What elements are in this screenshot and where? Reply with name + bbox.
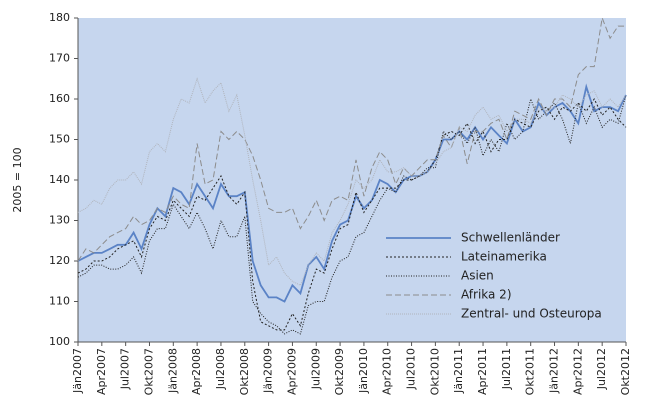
y-tick-label: 120 xyxy=(49,254,70,267)
x-tick-label: Jän2007 xyxy=(71,348,84,394)
y-tick-label: 130 xyxy=(49,214,70,227)
x-tick-label: Jän2009 xyxy=(262,348,275,394)
x-tick-label: Jul2008 xyxy=(214,348,227,390)
y-tick-label: 180 xyxy=(49,11,70,24)
x-tick-label: Jul2011 xyxy=(500,348,513,390)
x-tick-label: Apr2012 xyxy=(571,348,584,395)
x-tick-label: Apr2007 xyxy=(95,348,108,395)
legend-label: Zentral- und Osteuropa xyxy=(461,307,602,321)
y-tick-label: 100 xyxy=(49,335,70,348)
x-tick-label: Apr2008 xyxy=(190,348,203,395)
x-tick-label: Okt2007 xyxy=(142,348,155,395)
x-tick-label: Jän2012 xyxy=(548,348,561,394)
x-tick-label: Apr2010 xyxy=(381,348,394,395)
y-tick-label: 110 xyxy=(49,295,70,308)
y-tick-label: 160 xyxy=(49,92,70,105)
legend-label: Schwellenländer xyxy=(461,231,560,245)
series-line xyxy=(77,97,627,331)
y-tick-label: 170 xyxy=(49,52,70,65)
x-tick-label: Okt2010 xyxy=(428,348,441,395)
x-tick-label: Apr2011 xyxy=(476,348,489,395)
legend-label: Lateinamerika xyxy=(461,250,547,264)
x-tick-label: Jän2011 xyxy=(452,348,465,394)
x-tick-label: Jul2010 xyxy=(405,348,418,390)
legend-label: Asien xyxy=(461,269,494,283)
y-axis-label: 2005 = 100 xyxy=(11,147,24,212)
x-tick-label: Okt2011 xyxy=(524,348,537,395)
x-tick-label: Okt2008 xyxy=(238,348,251,395)
y-tick-label: 140 xyxy=(49,173,70,186)
x-tick-label: Okt2009 xyxy=(333,348,346,395)
x-tick-label: Jul2009 xyxy=(309,348,322,390)
x-tick-label: Jul2007 xyxy=(119,348,132,390)
x-tick-label: Okt2012 xyxy=(619,348,632,395)
series-line xyxy=(77,83,627,303)
series-line xyxy=(77,77,627,286)
series-line xyxy=(77,16,626,262)
x-tick-label: Jul2012 xyxy=(595,348,608,390)
x-tick-label: Apr2009 xyxy=(285,348,298,395)
y-tick-label: 150 xyxy=(49,133,70,146)
legend-label: Afrika 2) xyxy=(461,288,512,302)
x-tick-label: Jän2008 xyxy=(166,348,179,394)
x-tick-label: Jän2010 xyxy=(357,348,370,394)
